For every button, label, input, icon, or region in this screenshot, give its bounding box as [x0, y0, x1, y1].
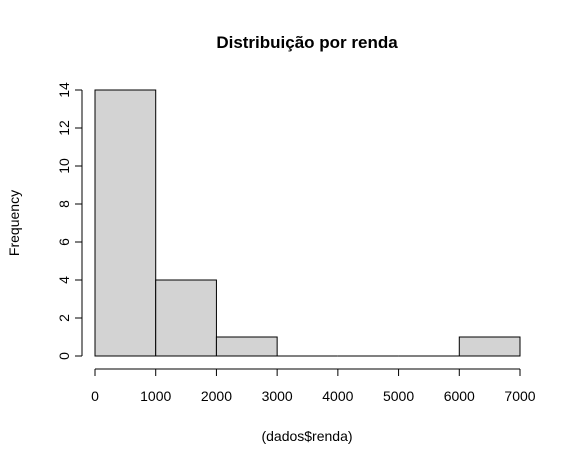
x-tick-label-6: 6000: [444, 388, 475, 404]
y-tick-label-5: 10: [56, 158, 72, 174]
x-axis-label: (dados$renda): [261, 428, 352, 444]
y-tick-label-0: 0: [56, 352, 72, 360]
x-tick-label-7: 7000: [504, 388, 535, 404]
y-axis-label: Frequency: [6, 190, 22, 256]
histogram-bar-6: [459, 337, 520, 356]
y-axis: 0 2 4 6 8 10 12 14: [56, 82, 82, 360]
y-tick-label-2: 4: [56, 276, 72, 284]
y-tick-label-4: 8: [56, 200, 72, 208]
x-axis: 0 1000 2000 3000 4000 5000 6000 7000: [91, 369, 536, 404]
y-tick-label-7: 14: [56, 82, 72, 98]
x-tick-label-1: 1000: [140, 388, 171, 404]
bars-layer: [95, 90, 520, 356]
chart-title: Distribuição por renda: [216, 33, 398, 52]
x-tick-label-2: 2000: [201, 388, 232, 404]
x-tick-label-4: 4000: [322, 388, 353, 404]
histogram-bar-1: [156, 280, 217, 356]
y-tick-label-3: 6: [56, 238, 72, 246]
y-tick-label-6: 12: [56, 120, 72, 136]
histogram-bar-2: [216, 337, 277, 356]
histogram-bar-0: [95, 90, 156, 356]
x-tick-label-0: 0: [91, 388, 99, 404]
x-tick-label-3: 3000: [262, 388, 293, 404]
x-tick-label-5: 5000: [383, 388, 414, 404]
y-tick-label-1: 2: [56, 314, 72, 322]
